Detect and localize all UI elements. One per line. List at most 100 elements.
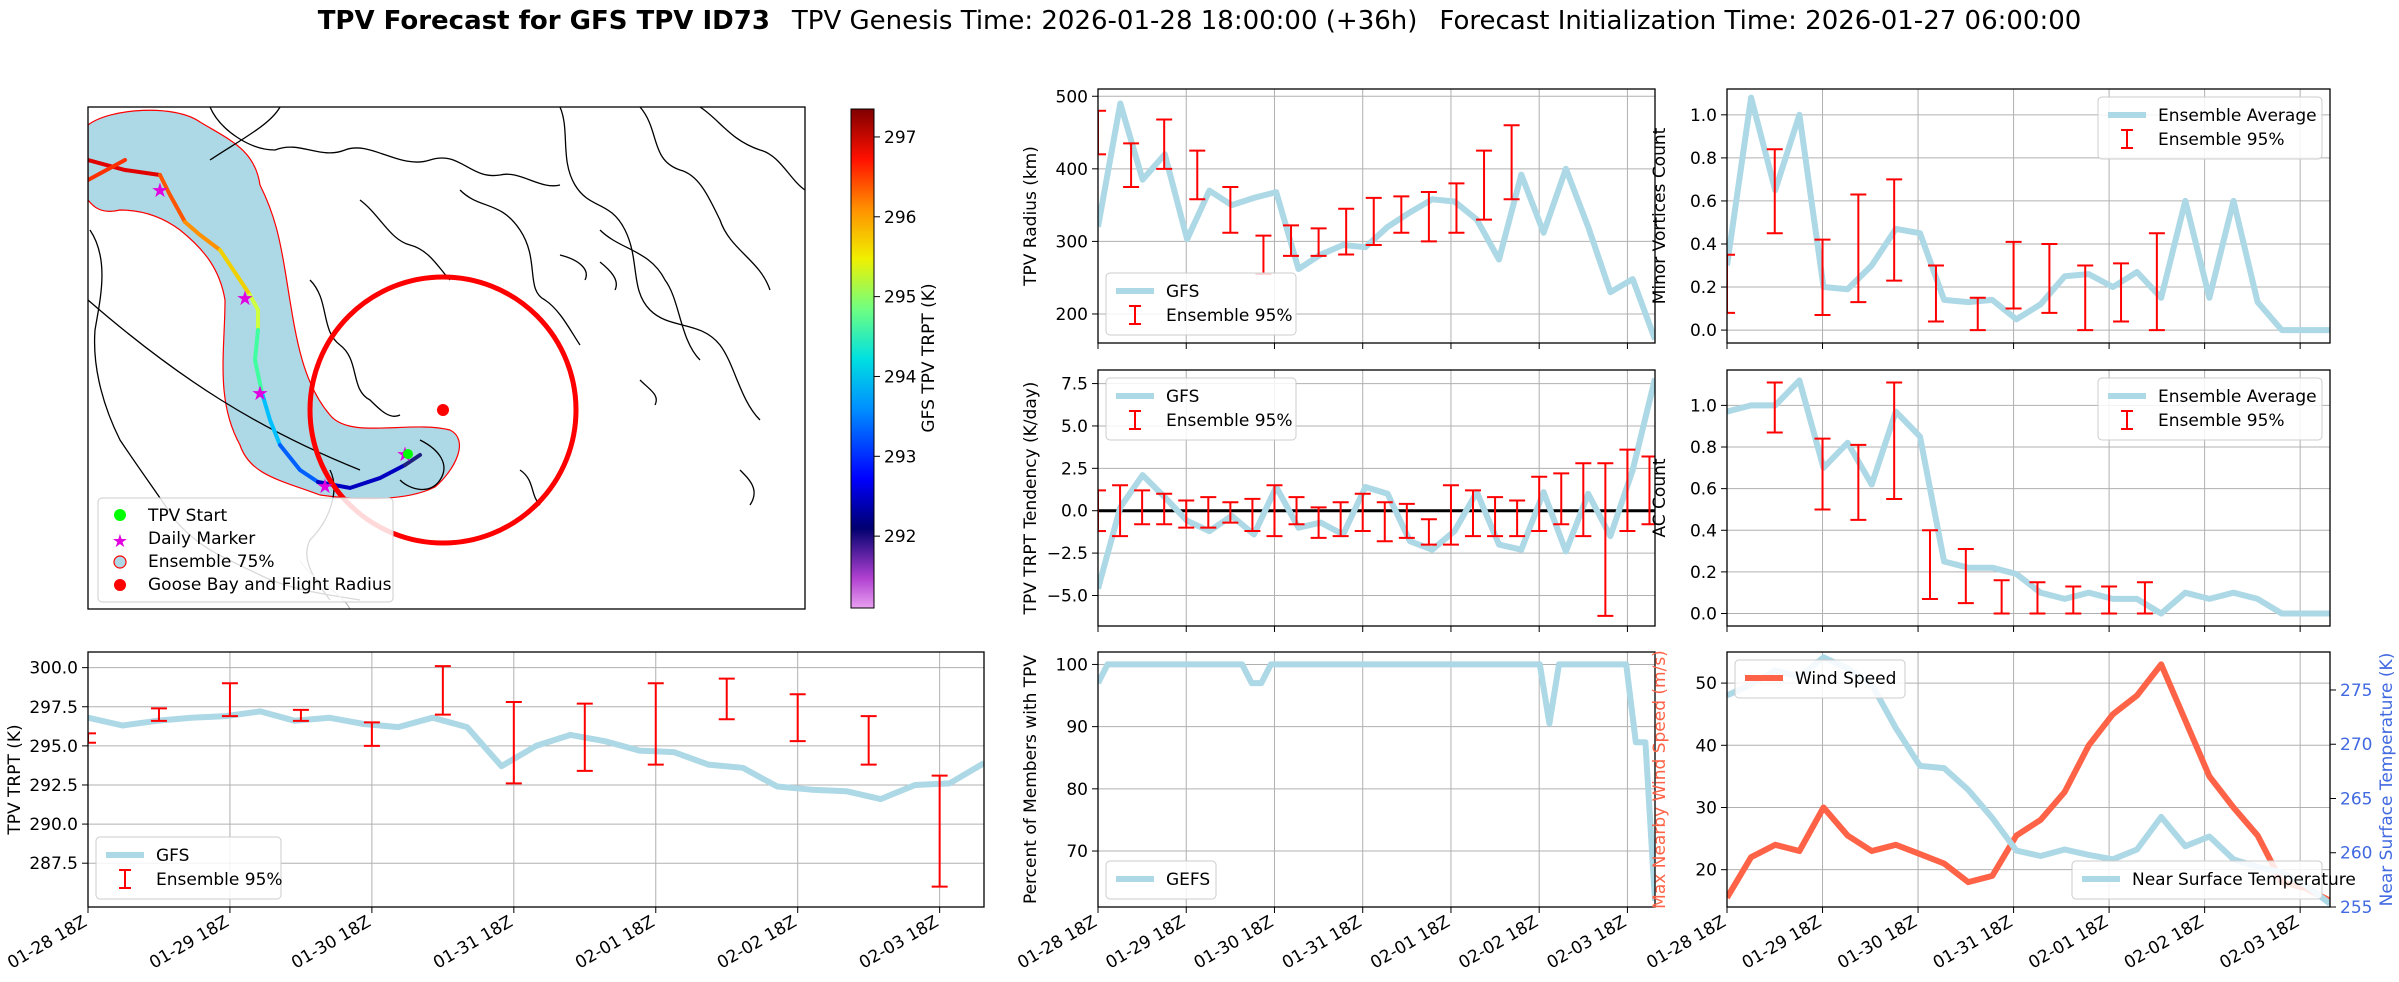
y-tick-label: 80 [1066, 780, 1088, 800]
plot-area [1098, 661, 1655, 901]
x-tick-label: 01-29 18Z [146, 912, 232, 973]
ensemble-95-errorbar [2113, 262, 2130, 323]
ensemble-95-errorbar [1376, 501, 1393, 543]
axes-frame [1097, 88, 1656, 344]
svg-text:★: ★ [151, 178, 169, 202]
ensemble-95-errorbar [2065, 585, 2082, 615]
legend-label: GFS [1166, 282, 1199, 302]
legend-daily-marker: Daily Marker [148, 529, 255, 549]
y-tick-label: 70 [1066, 842, 1088, 862]
x-tick-label: 02-01 18Z [1367, 912, 1453, 973]
svg-text:★: ★ [316, 474, 334, 498]
ensemble-95-errorbar [1178, 499, 1195, 529]
x-tick-label: 02-02 18Z [1455, 912, 1541, 973]
series-line-ensemble-average [1727, 377, 2330, 617]
x-tick-label: 02-01 18Z [2025, 912, 2111, 973]
y-tick-label: 400 [1056, 160, 1088, 180]
x-tick-label: 01-28 18Z [1014, 912, 1100, 973]
colorbar-tick-label: 296 [884, 208, 916, 228]
ensemble-95-errorbar [1222, 501, 1239, 524]
ensemble-95-errorbar [363, 721, 380, 747]
tpv-start-marker [403, 449, 413, 459]
chart-legend: Ensemble Average Ensemble 95% [2097, 377, 2323, 441]
legend-label: GEFS [1166, 870, 1210, 890]
ensemble-95-errorbar [1442, 484, 1459, 546]
chart-wind_temp: 20 30 40 50 01-28 18Z 01-29 18Z 01-30 18Z 01-31… [1643, 650, 2397, 973]
ensemble-95-errorbar [1886, 178, 1903, 282]
y-tick-label: 1.0 [1690, 396, 1717, 416]
y-tick-label: 287.5 [29, 854, 78, 874]
ensemble-95-errorbar [88, 732, 96, 744]
map-legend: ★ TPV Start Daily Marker Ensemble 75% Go… [97, 497, 394, 603]
colorbar-tick-label: 294 [884, 367, 916, 387]
y-tick-label: 90 [1066, 718, 1088, 738]
colorbar-tick-label: 295 [884, 288, 916, 308]
ensemble-95-errorbar [1156, 118, 1173, 170]
y-axis-label: AC Count [1650, 458, 1670, 537]
chart-legend: Wind Speed [1734, 659, 1906, 699]
chart-legend: GEFS [1105, 860, 1217, 900]
tpv-track-map: ★ ★ ★ ★ ★ ★ TPV Start Daily Marker Ensem… [87, 106, 939, 610]
y-tick-label: 295.0 [29, 737, 78, 757]
chart-ac_count: 0.0 0.2 0.4 0.6 0.8 1.0 AC Count Ensemble Avera… [1650, 369, 2331, 632]
ensemble-95-errorbar [1886, 381, 1903, 501]
ensemble-95-errorbar [1476, 149, 1493, 221]
legend-frame [2097, 377, 2323, 441]
chart-trpt: 287.5 290.0 292.5 295.0 297.5 300.0 01-28 18Z 0… [4, 651, 985, 973]
ensemble-95-errorbar [1098, 489, 1106, 533]
x-tick-label: 01-31 18Z [430, 912, 516, 973]
ensemble-95-errorbar [1123, 142, 1140, 188]
ensemble-95-errorbar [931, 774, 948, 888]
ensemble-95-errorbar [1338, 207, 1355, 256]
ensemble-95-errorbar [1156, 492, 1173, 526]
ensemble-95-errorbar [1921, 529, 1938, 600]
y-tick-label: 292.5 [29, 776, 78, 796]
ensemble-95-errorbar [505, 701, 522, 785]
goose-bay-marker [437, 404, 449, 416]
ensemble-95-errorbar [1112, 484, 1129, 538]
ensemble-95-errorbar [1134, 489, 1151, 526]
chart-minor_vortices: 0.0 0.2 0.4 0.6 0.8 1.0 Minor Vortices Count En… [1650, 88, 2331, 349]
svg-text:★: ★ [236, 286, 254, 310]
y2-tick-label: 265 [2340, 789, 2372, 809]
chart-legend: Ensemble Average Ensemble 95% [2097, 96, 2323, 160]
ensemble-95-errorbar [1310, 227, 1327, 257]
ensemble-95-errorbar [1619, 448, 1636, 533]
ensemble-95-errorbar [1222, 185, 1239, 234]
y-axis-label: TPV TRPT Tendency (K/day) [1021, 382, 1041, 616]
y-tick-label: 500 [1056, 87, 1088, 107]
ensemble-95-errorbar [647, 682, 664, 766]
ensemble-75-buffer [88, 109, 460, 500]
x-tick-label: 01-30 18Z [1834, 912, 1920, 973]
plot-area [1727, 94, 2330, 334]
x-tick-label: 02-03 18Z [856, 912, 942, 973]
ensemble-95-errorbar [1509, 499, 1526, 538]
chart-legend: GFS Ensemble 95% [95, 836, 283, 900]
plot-area [1727, 377, 2330, 617]
ensemble-95-errorbar [1354, 492, 1371, 533]
ensemble-95-errorbar [1288, 496, 1305, 526]
legend-ensemble-75: Ensemble 75% [148, 552, 275, 572]
plot-area [1098, 100, 1655, 341]
y2-tick-label: 270 [2340, 735, 2372, 755]
y-tick-label: 200 [1056, 305, 1088, 325]
y-tick-label: 1.0 [1690, 106, 1717, 126]
y-tick-label: 0.6 [1690, 192, 1717, 212]
y-tick-label: −5.0 [1047, 586, 1088, 606]
series-line-gfs [88, 708, 984, 803]
x-tick-label: 01-31 18Z [1930, 912, 2016, 973]
ensemble-95-errorbar [2136, 581, 2153, 615]
y-tick-label: 50 [1695, 674, 1717, 694]
ensemble-95-errorbar [860, 715, 877, 766]
legend-label: Near Surface Temperature [2132, 870, 2356, 890]
axes-frame [1097, 369, 1656, 627]
colorbar-label: GFS TPV TRPT (K) [919, 283, 939, 432]
ensemble-95-errorbar [1200, 496, 1217, 529]
ensemble-95-errorbar [221, 682, 238, 718]
ensemble-95-errorbar [1098, 109, 1106, 156]
colorbar-tick-label: 292 [884, 527, 916, 547]
ensemble-95-errorbar [2077, 264, 2094, 332]
daily-markers: ★ ★ ★ ★ ★ [151, 178, 414, 498]
plot-area [1727, 654, 2330, 907]
y-tick-label: 0.4 [1690, 235, 1717, 255]
